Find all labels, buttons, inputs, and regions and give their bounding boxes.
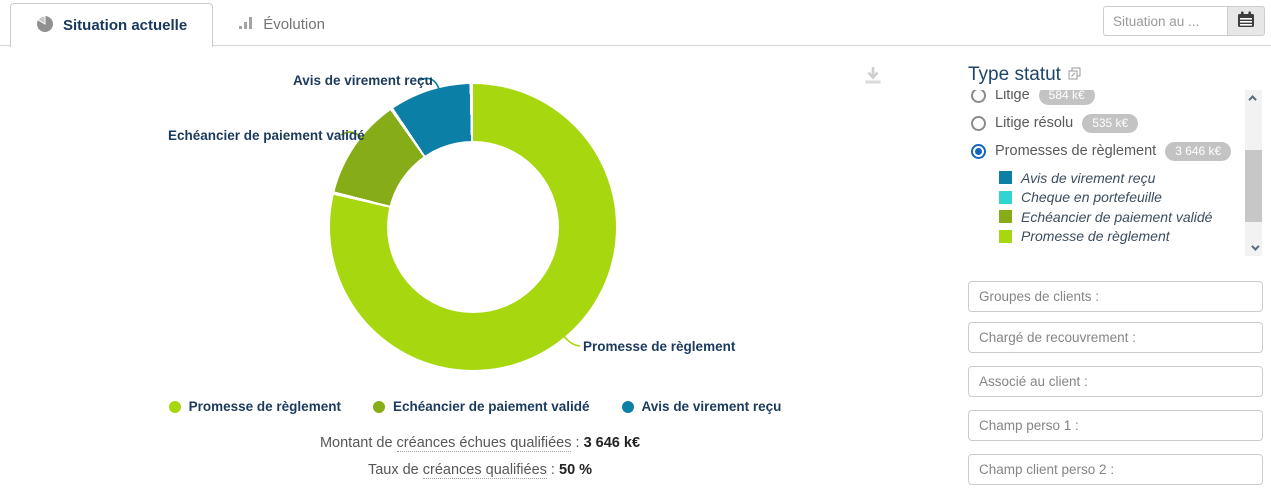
sub-status-label: Avis de virement reçu: [1021, 169, 1156, 186]
amount-badge: 3 646 k€: [1165, 141, 1232, 161]
situation-date-input[interactable]: [1103, 6, 1227, 36]
download-chart-button[interactable]: [858, 62, 888, 92]
summary-montant-qualifie: Montant de créances échues qualifiées : …: [0, 435, 960, 452]
radio-icon: [971, 90, 986, 103]
radio-option-promesses[interactable]: Promesses de règlement 3 646 k€: [968, 137, 1240, 165]
filter-groupes-de-clients[interactable]: Groupes de clients :: [968, 281, 1263, 312]
legend-label: Avis de virement reçu: [641, 399, 782, 414]
filter-champ-perso-1[interactable]: Champ perso 1 :: [968, 410, 1263, 441]
bar-chart-icon: [238, 15, 254, 34]
radio-icon: [971, 115, 986, 131]
type-statut-title-row: Type statut: [968, 64, 1081, 86]
scrollbar[interactable]: [1245, 90, 1262, 256]
amount-badge: 535 k€: [1082, 113, 1139, 133]
panel-title-text: Type statut: [968, 64, 1061, 85]
slice-label-echeancier: Echéancier de paiement validé: [168, 128, 365, 143]
sub-status-list: Avis de virement reçu Cheque en portefeu…: [968, 168, 1240, 246]
sub-status-cheque: Cheque en portefeuille: [999, 188, 1240, 208]
tab-label: Situation actuelle: [63, 17, 188, 34]
date-filter-group: [1103, 6, 1265, 36]
chevron-up-icon: [1247, 95, 1257, 104]
summary-term: créances qualifiées: [422, 462, 547, 479]
legend-dot: [168, 400, 181, 413]
summary-prefix: Taux de: [367, 462, 423, 478]
pie-chart-icon: [36, 14, 54, 37]
sub-status-label: Cheque en portefeuille: [1021, 189, 1162, 206]
scroll-down-button[interactable]: [1245, 240, 1262, 256]
tabs-container: Situation actuelle Évolution: [10, 3, 350, 47]
sub-status-label: Echéancier de paiement validé: [1021, 208, 1213, 225]
radio-label: Litige: [995, 90, 1030, 103]
calendar-icon: [1237, 11, 1255, 31]
summary-separator: :: [571, 435, 584, 451]
calendar-button[interactable]: [1227, 6, 1265, 36]
chart-legend: Promesse de règlement Echéancier de paie…: [0, 399, 950, 414]
type-statut-list: Litige 584 k€ Litige résolu 535 k€ Prome…: [968, 90, 1240, 256]
radio-label: Promesses de règlement: [995, 143, 1157, 159]
sub-status-promesse: Promesse de règlement: [999, 227, 1240, 247]
scroll-up-button[interactable]: [1245, 90, 1262, 106]
color-swatch: [999, 190, 1012, 204]
donut-hole: [387, 141, 559, 313]
scrollbar-thumb[interactable]: [1245, 150, 1262, 222]
summary-term: créances échues qualifiées: [396, 435, 572, 452]
summary-separator: :: [546, 462, 559, 478]
legend-dot: [372, 400, 385, 413]
sub-status-echeancier: Echéancier de paiement validé: [999, 207, 1240, 227]
filter-champ-client-perso-2[interactable]: Champ client perso 2 :: [968, 454, 1263, 485]
legend-item-avis[interactable]: Avis de virement reçu: [621, 399, 782, 414]
radio-icon: [971, 143, 986, 159]
legend-dot: [621, 400, 634, 413]
summary-prefix: Montant de: [319, 435, 397, 451]
filter-associe-au-client[interactable]: Associé au client :: [968, 366, 1263, 397]
filter-charge-de-recouvrement[interactable]: Chargé de recouvrement :: [968, 322, 1263, 353]
amount-badge: 584 k€: [1038, 90, 1095, 105]
color-swatch: [999, 171, 1012, 185]
tab-evolution[interactable]: Évolution: [213, 3, 350, 46]
tab-situation-actuelle[interactable]: Situation actuelle: [10, 3, 214, 47]
summary-value: 3 646 k€: [583, 435, 641, 451]
donut-chart[interactable]: [330, 84, 616, 370]
legend-label: Promesse de règlement: [188, 399, 341, 414]
summary-taux-qualifie: Taux de créances qualifiées : 50 %: [0, 462, 960, 479]
radio-label: Litige résolu: [995, 115, 1074, 131]
popup-icon[interactable]: [1068, 64, 1081, 86]
legend-item-promesse[interactable]: Promesse de règlement: [168, 399, 341, 414]
sub-status-label: Promesse de règlement: [1021, 228, 1170, 245]
slice-label-promesse: Promesse de règlement: [583, 339, 736, 354]
download-icon: [860, 62, 886, 93]
radio-option-litige-resolu[interactable]: Litige résolu 535 k€: [968, 109, 1240, 137]
color-swatch: [999, 210, 1012, 224]
summary-value: 50 %: [559, 462, 593, 478]
tab-bar: Situation actuelle Évolution: [0, 0, 1271, 47]
radio-option-litige[interactable]: Litige 584 k€: [968, 90, 1240, 109]
chevron-down-icon: [1250, 242, 1260, 251]
sub-status-avis: Avis de virement reçu: [999, 168, 1240, 188]
color-swatch: [999, 229, 1012, 243]
legend-item-echeancier[interactable]: Echéancier de paiement validé: [372, 399, 590, 414]
legend-label: Echéancier de paiement validé: [392, 399, 590, 414]
slice-label-avis-de-virement: Avis de virement reçu: [293, 73, 433, 88]
tab-label: Évolution: [263, 16, 325, 33]
